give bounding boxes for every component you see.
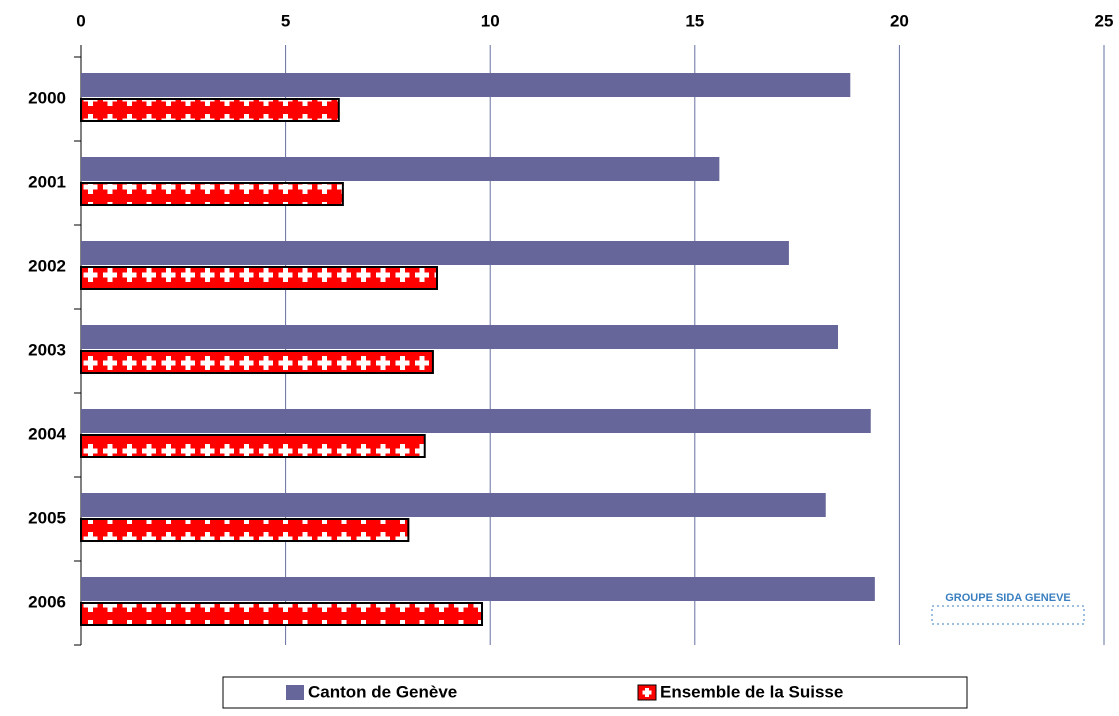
- bar: [81, 577, 875, 601]
- legend-cross: [642, 690, 652, 695]
- logo-figures: [931, 605, 1085, 625]
- bar: [80, 602, 484, 626]
- y-tick-label: 2004: [28, 424, 66, 443]
- bar: [81, 409, 871, 433]
- bar: [80, 266, 439, 290]
- bar: [81, 157, 720, 181]
- y-tick-label: 2002: [28, 256, 66, 275]
- bar: [81, 241, 789, 265]
- legend-label: Ensemble de la Suisse: [660, 682, 843, 701]
- x-tick-label: 5: [281, 11, 290, 30]
- bar: [81, 325, 839, 349]
- y-tick-label: 2003: [28, 340, 66, 359]
- bar: [81, 73, 851, 97]
- logo-text: GROUPE SIDA GENEVE: [945, 592, 1071, 604]
- bar: [81, 493, 826, 517]
- bar: [80, 434, 426, 458]
- x-tick-label: 20: [890, 11, 909, 30]
- x-tick-label: 25: [1095, 11, 1114, 30]
- legend-box: [222, 676, 968, 709]
- bar: [80, 98, 340, 122]
- y-tick-label: 2001: [28, 172, 66, 191]
- x-tick-label: 10: [481, 11, 500, 30]
- y-tick-label: 2005: [28, 508, 66, 527]
- legend-label: Canton de Genève: [308, 682, 457, 701]
- y-tick-label: 2006: [28, 592, 66, 611]
- x-tick-label: 0: [76, 11, 85, 30]
- bar: [80, 518, 410, 542]
- legend-swatch: [286, 685, 304, 700]
- x-tick-label: 15: [685, 11, 704, 30]
- y-tick-label: 2000: [28, 88, 66, 107]
- bar: [80, 182, 344, 206]
- bar: [80, 350, 434, 374]
